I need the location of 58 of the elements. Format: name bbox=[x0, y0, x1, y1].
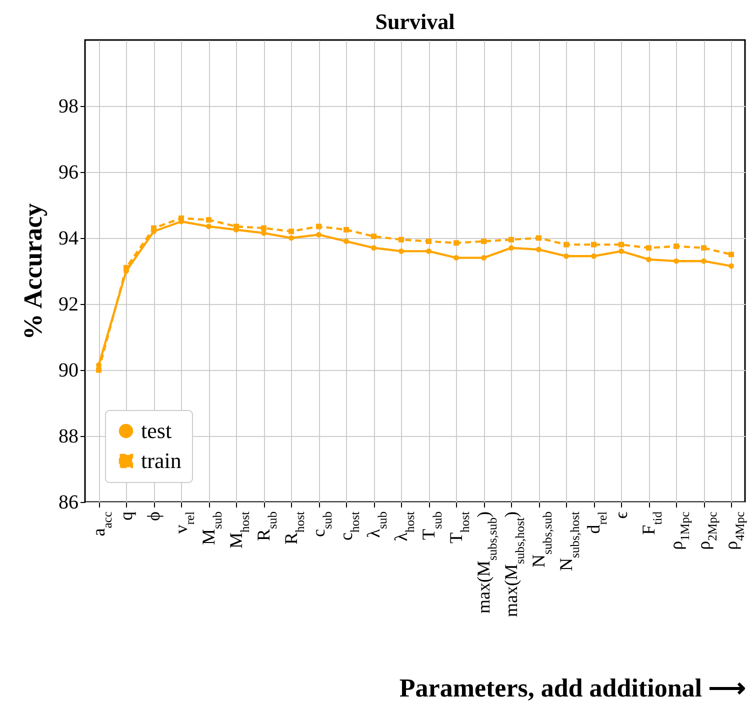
point bbox=[701, 258, 706, 264]
point bbox=[398, 236, 404, 242]
point bbox=[96, 367, 102, 373]
y-axis-title: % Accuracy bbox=[18, 203, 48, 340]
point bbox=[371, 245, 376, 251]
legend-label: train bbox=[141, 448, 182, 473]
point bbox=[508, 245, 514, 251]
point bbox=[206, 224, 212, 230]
point bbox=[618, 242, 624, 248]
point bbox=[674, 244, 679, 249]
x-tick-label: ϕ bbox=[143, 512, 164, 521]
point bbox=[344, 238, 349, 244]
point bbox=[536, 235, 542, 241]
point bbox=[206, 217, 212, 223]
point bbox=[344, 227, 349, 232]
point bbox=[234, 224, 239, 230]
point bbox=[316, 232, 322, 238]
y-tick-label: 88 bbox=[58, 426, 78, 448]
point bbox=[371, 234, 376, 240]
point bbox=[728, 252, 734, 258]
point bbox=[728, 263, 734, 269]
point bbox=[536, 246, 542, 252]
x-tick-label: q bbox=[116, 512, 136, 520]
point bbox=[481, 255, 486, 261]
point bbox=[261, 230, 266, 236]
legend-label: test bbox=[141, 418, 172, 443]
point bbox=[481, 238, 486, 244]
point bbox=[646, 245, 652, 251]
point bbox=[454, 240, 459, 246]
point bbox=[454, 255, 459, 261]
point bbox=[316, 224, 322, 230]
y-tick-label: 98 bbox=[58, 96, 78, 118]
y-tick-label: 90 bbox=[58, 360, 78, 382]
point bbox=[288, 235, 294, 241]
y-tick-label: 92 bbox=[58, 294, 78, 316]
point bbox=[591, 242, 596, 248]
point bbox=[618, 248, 624, 254]
point bbox=[261, 225, 266, 231]
x-axis-title: Parameters, add additional ⟶ bbox=[399, 674, 746, 702]
point bbox=[426, 248, 432, 254]
point bbox=[508, 236, 514, 242]
y-tick-label: 96 bbox=[58, 162, 78, 184]
point bbox=[564, 242, 569, 248]
point bbox=[674, 258, 679, 264]
point bbox=[646, 256, 652, 262]
point bbox=[564, 253, 569, 259]
point bbox=[178, 215, 184, 221]
y-tick-label: 86 bbox=[58, 492, 78, 514]
point bbox=[701, 245, 706, 251]
x-tick-label: ϵ bbox=[610, 512, 631, 519]
point bbox=[591, 253, 596, 259]
chart-title: Survival bbox=[375, 9, 455, 34]
point bbox=[426, 238, 432, 244]
point bbox=[124, 264, 129, 270]
y-tick-label: 94 bbox=[58, 228, 78, 250]
point bbox=[288, 228, 294, 234]
point bbox=[96, 362, 102, 368]
point bbox=[398, 248, 404, 254]
